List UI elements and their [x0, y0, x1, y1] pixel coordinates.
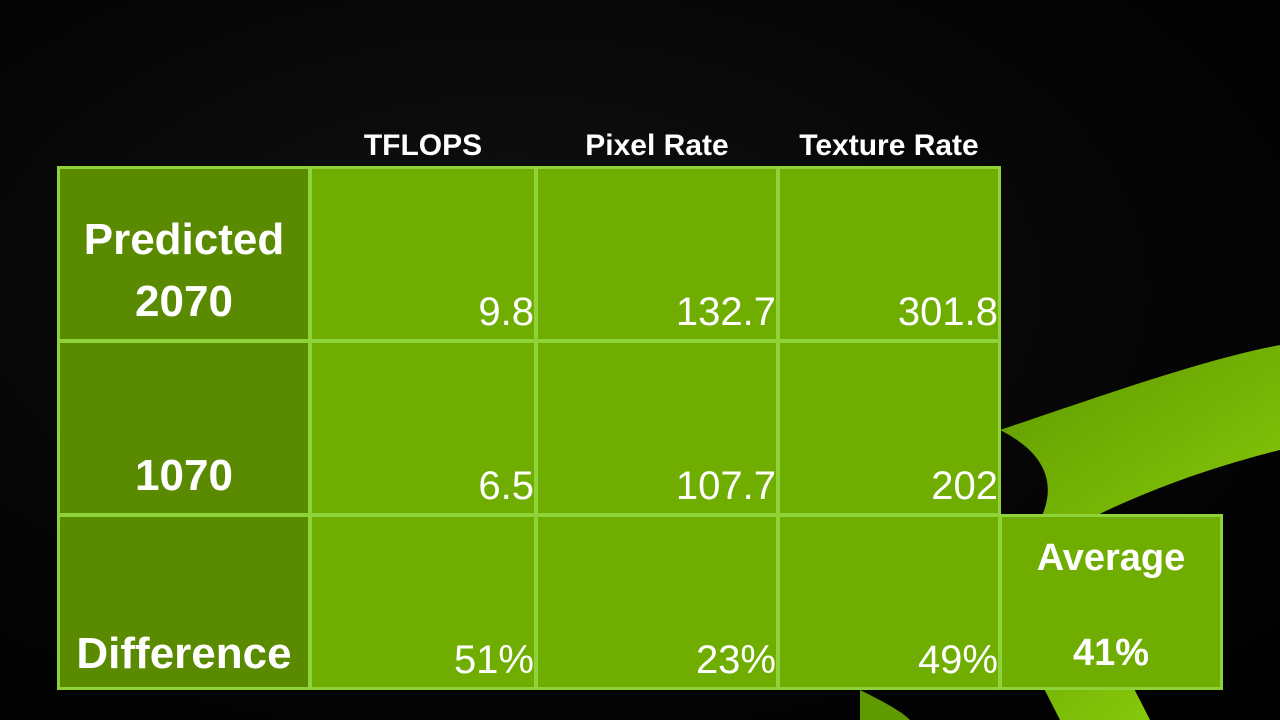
row-label-difference: Difference — [57, 514, 311, 690]
row-label-predicted-2070: Predicted 2070 — [57, 166, 311, 342]
value-difference-texture-rate: 49% — [777, 514, 1001, 690]
row-label-line: Predicted — [83, 215, 285, 264]
column-header-tflops: TFLOPS — [363, 129, 483, 162]
average-value: 41% — [1072, 632, 1150, 674]
row-label-line: 1070 — [135, 451, 233, 500]
value-difference-tflops: 51% — [309, 514, 537, 690]
value-difference-pixel-rate: 23% — [535, 514, 779, 690]
column-header-texture-rate: Texture Rate — [799, 129, 979, 162]
row-label-1070: 1070 — [57, 340, 311, 516]
value-1070-texture-rate: 202 — [777, 340, 1001, 516]
average-label: Average — [1036, 537, 1186, 579]
column-header-pixel-rate: Pixel Rate — [585, 129, 729, 162]
value-1070-tflops: 6.5 — [309, 340, 537, 516]
value-predicted-tflops: 9.8 — [309, 166, 537, 342]
row-label-line: 2070 — [135, 277, 233, 326]
average-cell: Average 41% — [999, 514, 1223, 690]
value-predicted-pixel-rate: 132.7 — [535, 166, 779, 342]
value-predicted-texture-rate: 301.8 — [777, 166, 1001, 342]
value-1070-pixel-rate: 107.7 — [535, 340, 779, 516]
row-label-line: Difference — [76, 629, 292, 678]
